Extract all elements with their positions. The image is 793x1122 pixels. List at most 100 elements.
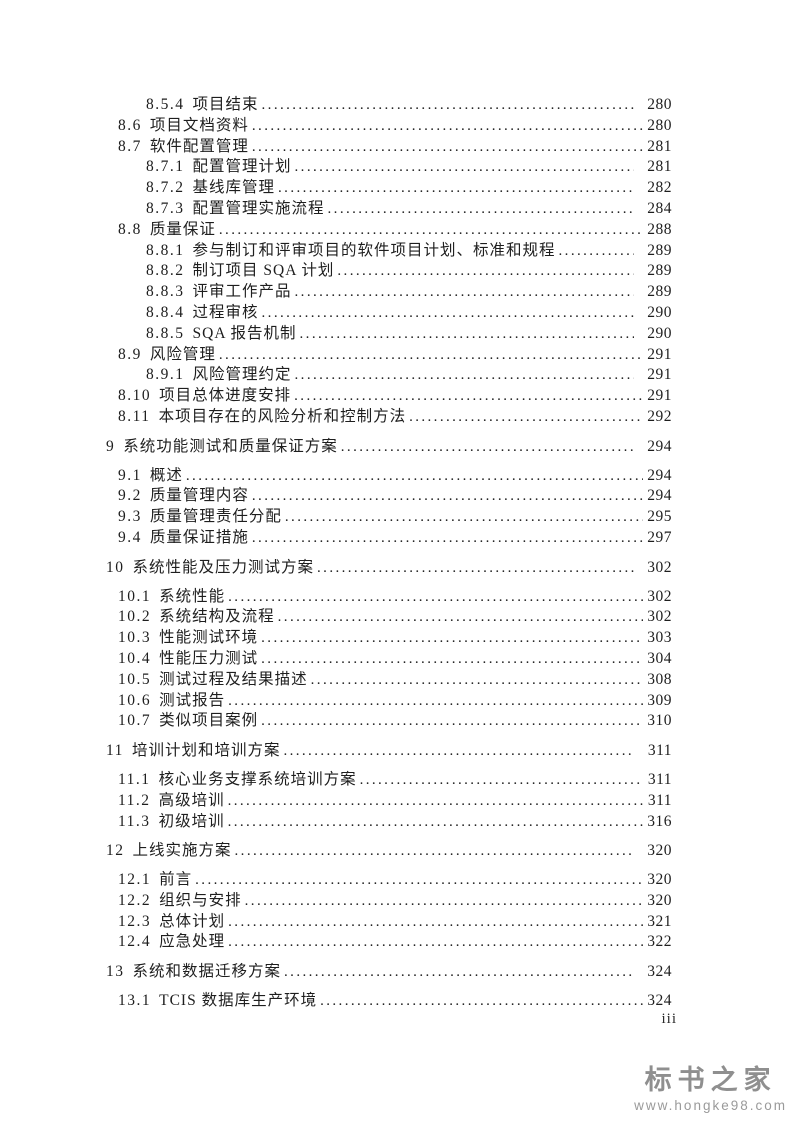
toc-entry[interactable]: 13.1 TCIS 数据库生产环境 324 [106,991,672,1012]
toc-entry-title: 软件配置管理 [149,137,249,155]
toc-entry[interactable]: 8.6 项目文档资料 280 [106,116,672,137]
toc-entry-title: 概述 [149,466,183,484]
toc-entry-page: 308 [647,670,672,688]
toc-entry[interactable]: 9.4 质量保证措施 297 [106,528,672,549]
toc-entry-title: 系统和数据迁移方案 [132,963,282,981]
toc-entry[interactable]: 8.9 风险管理 291 [106,345,672,366]
toc-entry[interactable]: 8.8.5 SQA 报告机制 290 [106,324,672,345]
toc-entry[interactable]: 12 上线实施方案 320 [106,841,672,862]
toc-entry[interactable]: 8.8.2 制订项目 SQA 计划 289 [106,261,672,282]
table-of-contents: 8.5.4 项目结束 280 8.6 项目文档资料 280 8.7 软件配置管理… [106,95,672,1012]
toc-entry[interactable]: 8.7 软件配置管理 281 [106,137,672,158]
toc-entry-number: 8.11 [118,407,151,425]
toc-entry-page: 290 [647,303,672,321]
dot-leader [317,558,634,579]
toc-entry[interactable]: 8.11 本项目存在的风险分析和控制方法 292 [106,407,672,428]
toc-entry-page: 316 [647,812,672,830]
toc-entry-number: 10.5 [118,670,152,688]
toc-entry-page: 294 [647,466,672,484]
toc-entry-page: 280 [647,96,672,113]
toc-entry-page: 303 [647,629,672,647]
toc-entry-number: 12.2 [118,891,152,909]
toc-entry-number: 8.5.4 [146,96,185,113]
toc-entry-number: 9 [106,437,116,455]
toc-entry-number: 10.6 [118,691,152,709]
toc-entry-number: 12 [106,842,125,860]
toc-entry[interactable]: 12.4 应急处理 322 [106,932,672,953]
toc-entry-page: 295 [647,508,672,526]
toc-entry-title: 测试过程及结果描述 [159,670,308,688]
toc-entry-number: 10.7 [118,712,152,730]
toc-entry[interactable]: 8.7.1 配置管理计划 281 [106,157,672,178]
toc-entry[interactable]: 9.2 质量管理内容 294 [106,486,672,507]
toc-entry-title: 基线库管理 [192,179,276,197]
dot-leader [252,116,643,137]
toc-entry-page: 309 [647,691,672,709]
toc-entry-number: 10 [106,558,125,576]
toc-entry[interactable]: 8.8.1 参与制订和评审项目的软件项目计划、标准和规程 289 [106,241,672,262]
toc-entry[interactable]: 12.2 组织与安排 320 [106,891,672,912]
dot-leader [337,261,634,282]
dot-leader [278,178,634,199]
dot-leader [261,649,643,670]
toc-entry[interactable]: 8.5.4 项目结束 280 [106,95,672,116]
toc-entry-title: 总体计划 [159,912,226,930]
toc-entry-number: 12.3 [118,912,152,930]
toc-entry[interactable]: 8.9.1 风险管理约定 291 [106,365,672,386]
toc-entry[interactable]: 8.8 质量保证 288 [106,220,672,241]
dot-leader [261,711,643,732]
toc-entry[interactable]: 13 系统和数据迁移方案 324 [106,962,672,983]
toc-entry-page: 289 [647,283,672,301]
toc-entry-page: 294 [647,487,672,505]
page-number-footer: iii [661,1011,677,1027]
toc-entry-page: 322 [647,933,672,951]
dot-leader [294,386,643,407]
toc-entry[interactable]: 8.10 项目总体进度安排 291 [106,386,672,407]
dot-leader [283,741,634,762]
toc-entry[interactable]: 10.6 测试报告 309 [106,691,672,712]
dot-leader [219,345,643,366]
toc-entry[interactable]: 9 系统功能测试和质量保证方案 294 [106,437,672,458]
dot-leader [295,157,634,178]
toc-entry-page: 321 [647,912,672,930]
toc-entry[interactable]: 11.3 初级培训 316 [106,812,672,833]
toc-entry-number: 8.7.3 [146,199,185,217]
toc-entry-title: 高级培训 [158,791,225,809]
toc-entry[interactable]: 10.3 性能测试环境 303 [106,628,672,649]
toc-entry-page: 281 [647,137,672,155]
toc-entry-number: 9.4 [118,528,142,546]
dot-leader [228,691,643,712]
toc-entry[interactable]: 10.2 系统结构及流程 302 [106,607,672,628]
toc-entry[interactable]: 8.7.3 配置管理实施流程 284 [106,199,672,220]
toc-entry[interactable]: 12.3 总体计划 321 [106,912,672,933]
toc-entry[interactable]: 11 培训计划和培训方案 311 [106,741,672,762]
toc-entry-title: 系统性能及压力测试方案 [132,558,315,576]
toc-entry[interactable]: 10.7 类似项目案例 310 [106,711,672,732]
toc-entry-title: 配置管理实施流程 [192,199,325,217]
toc-entry-title: 风险管理 [149,345,216,363]
dot-leader [409,407,643,428]
dot-leader [559,241,634,262]
toc-entry-title: 前言 [159,871,193,889]
toc-entry[interactable]: 11.2 高级培训 311 [106,791,672,812]
toc-entry-page: 304 [647,649,672,667]
toc-entry-number: 9.1 [118,466,142,484]
toc-entry[interactable]: 8.7.2 基线库管理 282 [106,178,672,199]
toc-entry-page: 311 [647,791,672,809]
toc-entry-title: 过程审核 [192,303,259,321]
toc-entry[interactable]: 12.1 前言 320 [106,870,672,891]
toc-entry[interactable]: 11.1 核心业务支撑系统培训方案 311 [106,770,672,791]
toc-entry-title: 应急处理 [159,933,226,951]
toc-entry[interactable]: 10.1 系统性能 302 [106,587,672,608]
toc-entry[interactable]: 10.5 测试过程及结果描述 308 [106,670,672,691]
dot-leader [295,365,634,386]
toc-entry[interactable]: 10 系统性能及压力测试方案 302 [106,558,672,579]
toc-entry[interactable]: 10.4 性能压力测试 304 [106,649,672,670]
toc-entry[interactable]: 9.3 质量管理责任分配 295 [106,507,672,528]
toc-entry[interactable]: 8.8.3 评审工作产品 289 [106,282,672,303]
toc-entry-page: 320 [647,842,672,860]
toc-entry[interactable]: 8.8.4 过程审核 290 [106,303,672,324]
toc-entry[interactable]: 9.1 概述 294 [106,466,672,487]
toc-entry-page: 310 [647,712,672,730]
toc-entry-number: 12.1 [118,871,152,889]
